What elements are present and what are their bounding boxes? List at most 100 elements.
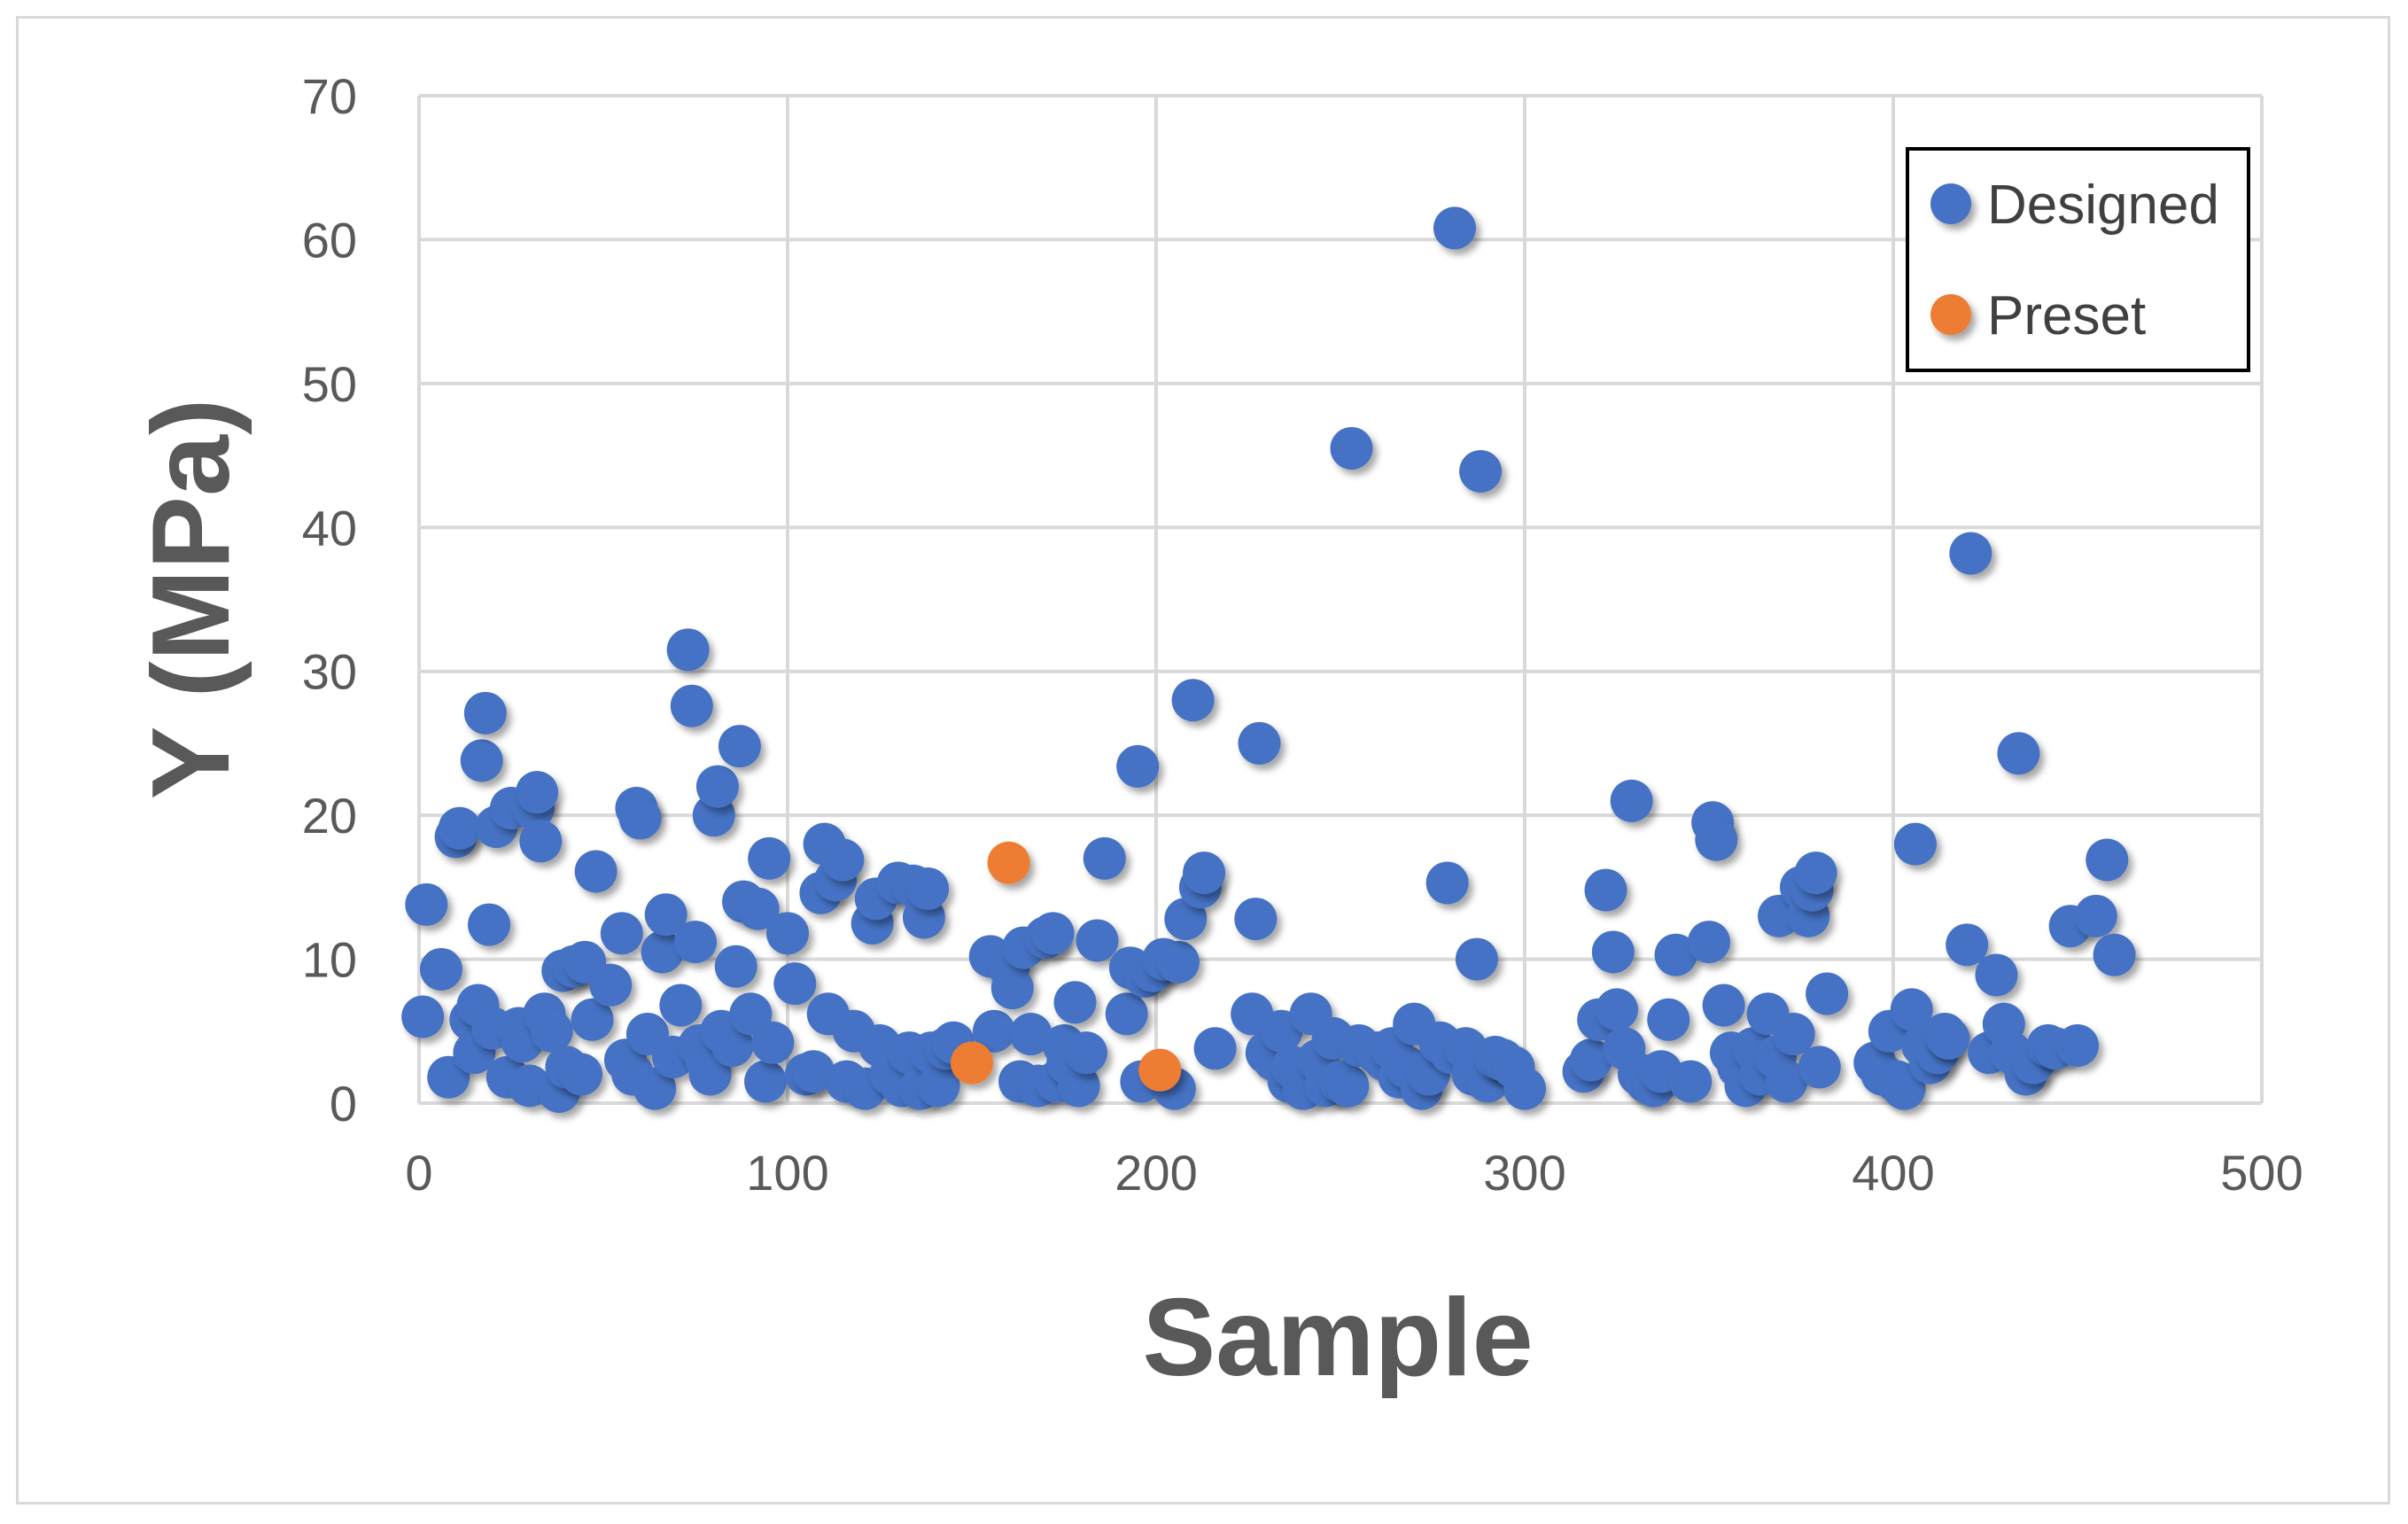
point-designed-40 (641, 930, 684, 974)
point-designed-207 (1949, 532, 1992, 575)
point-designed-105 (1076, 919, 1119, 962)
point-designed-107 (1105, 992, 1148, 1036)
point-designed-109 (1116, 744, 1160, 788)
point-preset-1 (987, 841, 1030, 884)
point-designed-173 (1669, 1060, 1713, 1103)
x-tick-label-1: 100 (746, 1145, 828, 1201)
point-designed-33 (600, 912, 643, 955)
point-designed-51 (695, 765, 739, 808)
point-designed-191 (1794, 851, 1837, 895)
point-designed-176 (1695, 818, 1738, 861)
point-preset-2 (1138, 1048, 1182, 1092)
point-designed-31 (574, 850, 618, 893)
point-designed-59 (744, 1060, 788, 1103)
point-designed-209 (1975, 953, 2018, 997)
point-designed-10 (463, 691, 507, 735)
point-designed-119 (1183, 851, 1226, 895)
point-designed-120 (1193, 1027, 1237, 1070)
point-designed-46 (674, 921, 717, 964)
point-designed-200 (1893, 822, 1937, 866)
point-designed-102 (1053, 981, 1097, 1024)
point-designed-174 (1688, 921, 1730, 964)
legend-marker-designed (1930, 183, 1971, 224)
point-designed-106 (1083, 836, 1126, 880)
point-designed-39 (633, 1067, 677, 1110)
point-designed-123 (1238, 721, 1281, 765)
x-tick-label-0: 0 (405, 1145, 432, 1201)
point-designed-198 (1883, 1067, 1926, 1110)
point-designed-116 (1164, 898, 1208, 941)
point-designed-104 (1064, 1031, 1107, 1075)
point-designed-54 (714, 945, 757, 988)
legend-marker-preset (1930, 294, 1971, 335)
point-designed-160 (1569, 1038, 1612, 1082)
point-designed-164 (1596, 988, 1638, 1031)
point-designed-220 (2086, 838, 2129, 882)
point-designed-60 (748, 836, 791, 880)
legend: Designed Preset (1906, 147, 2250, 372)
point-designed-45 (670, 684, 713, 727)
point-designed-2 (419, 947, 462, 991)
point-designed-9 (460, 739, 503, 782)
point-designed-153 (1459, 449, 1503, 493)
point-designed-55 (718, 725, 761, 768)
y-tick-label-4: 40 (302, 500, 357, 556)
point-designed-218 (2056, 1024, 2099, 1068)
point-designed-186 (1765, 1060, 1808, 1103)
series-designed (401, 206, 2136, 1114)
point-designed-135 (1326, 1064, 1370, 1108)
point-designed-187 (1772, 1013, 1815, 1056)
x-tick-label-3: 300 (1483, 1145, 1565, 1201)
x-tick-labels: 0 100 200 300 400 500 (405, 1145, 2303, 1201)
y-tick-label-5: 50 (302, 356, 357, 412)
point-designed-171 (1647, 998, 1690, 1041)
point-designed-95 (1009, 1013, 1053, 1056)
x-axis-title: Sample (1142, 1277, 1533, 1399)
point-designed-5 (438, 806, 481, 850)
y-tick-label-1: 10 (302, 932, 357, 988)
y-axis-title: Y (MPa) (130, 399, 252, 799)
point-designed-23 (530, 1009, 573, 1053)
point-designed-92 (990, 967, 1034, 1010)
point-designed-136 (1330, 426, 1373, 470)
point-designed-162 (1584, 868, 1627, 912)
point-designed-58 (736, 887, 780, 930)
y-tick-label-3: 30 (302, 644, 357, 700)
point-designed-149 (1433, 206, 1476, 250)
point-designed-122 (1234, 898, 1278, 941)
point-designed-147 (1425, 861, 1469, 905)
legend-label-designed: Designed (1987, 175, 2219, 236)
point-designed-152 (1455, 937, 1498, 981)
point-designed-61 (751, 1021, 795, 1064)
point-designed-117 (1171, 679, 1215, 722)
point-designed-57 (729, 992, 773, 1036)
y-tick-label-6: 60 (302, 212, 357, 268)
point-designed-30 (571, 998, 614, 1041)
point-designed-44 (666, 628, 710, 672)
point-designed-86 (917, 1064, 960, 1108)
y-tick-label-2: 20 (302, 788, 357, 844)
point-designed-70 (821, 838, 865, 882)
point-designed-41 (644, 893, 687, 937)
y-tick-label-0: 0 (330, 1076, 357, 1131)
point-designed-193 (1806, 972, 1849, 1015)
series-preset (951, 841, 1182, 1092)
point-designed-63 (773, 962, 817, 1006)
point-designed-21 (519, 820, 563, 863)
point-designed-32 (589, 963, 633, 1007)
point-designed-1 (405, 883, 448, 926)
x-tick-label-2: 200 (1115, 1145, 1197, 1201)
point-designed-221 (2093, 933, 2136, 976)
data-points (401, 206, 2136, 1114)
point-designed-163 (1591, 930, 1635, 974)
point-designed-115 (1156, 940, 1200, 984)
point-designed-172 (1654, 933, 1697, 976)
point-designed-185 (1758, 894, 1801, 937)
point-designed-98 (1031, 912, 1075, 955)
point-designed-62 (766, 912, 809, 955)
point-designed-205 (1927, 1016, 1970, 1060)
legend-label-preset: Preset (1987, 285, 2146, 346)
legend-box (1906, 147, 2250, 372)
point-preset-0 (951, 1041, 993, 1085)
